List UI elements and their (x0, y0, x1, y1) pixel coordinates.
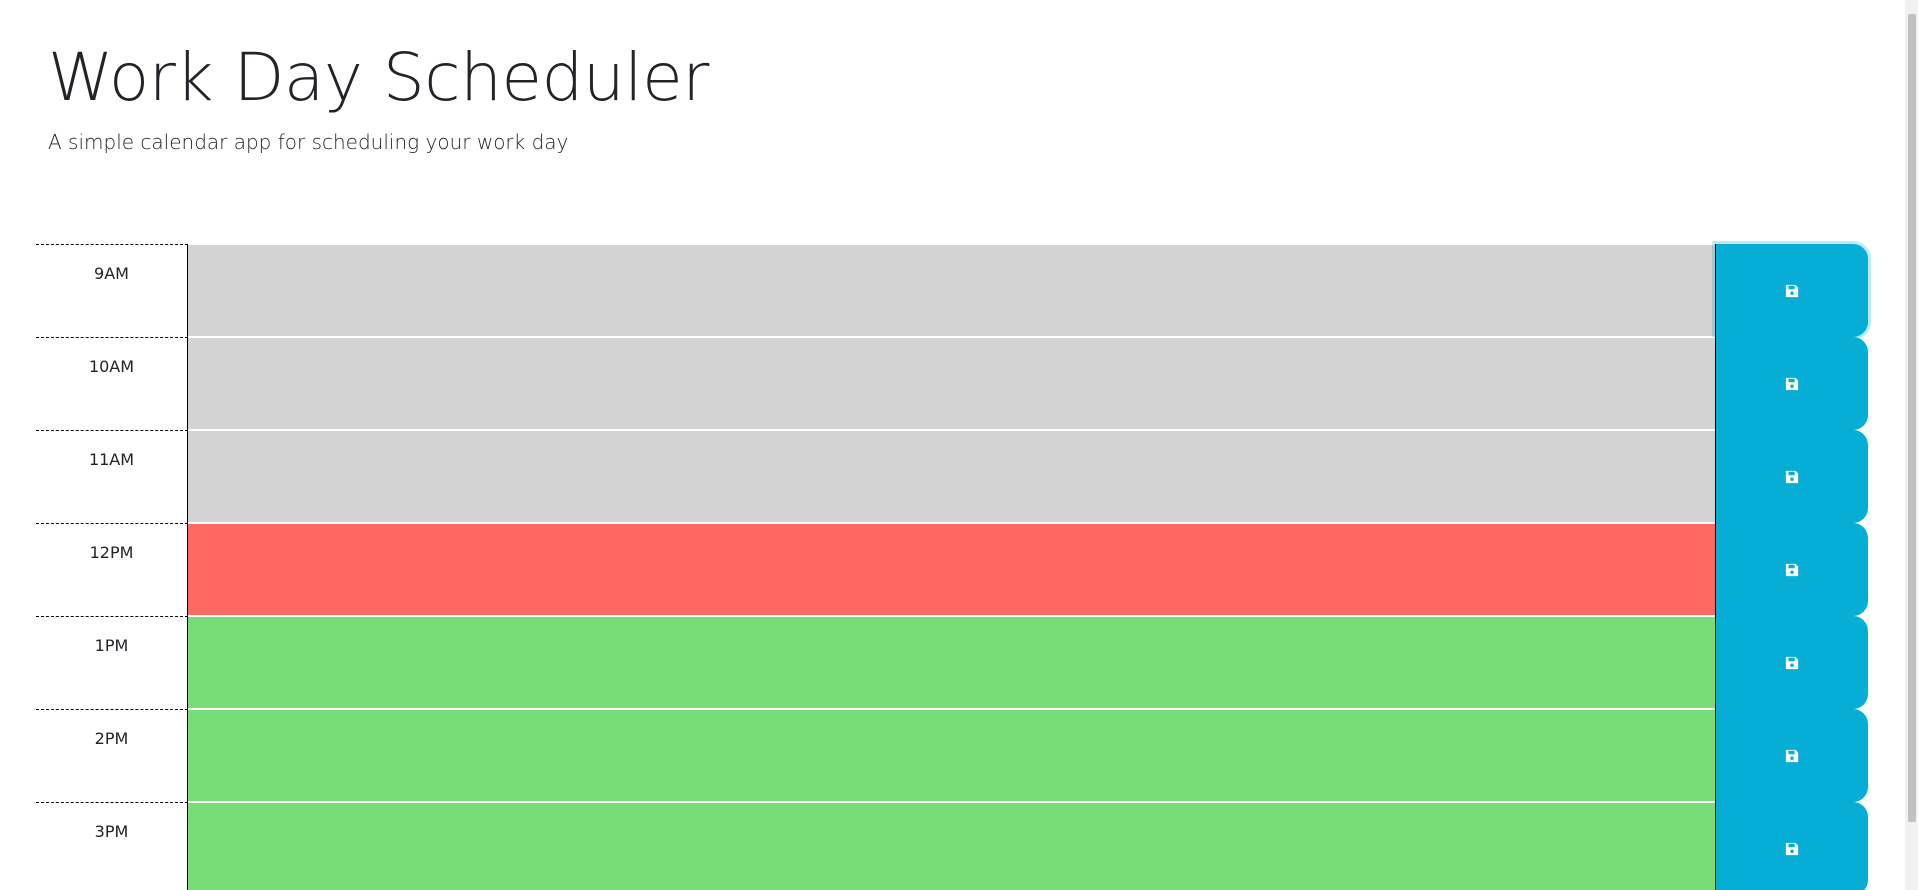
hour-label: 3PM (36, 802, 188, 890)
save-button[interactable] (1715, 523, 1868, 616)
floppy-disk-icon (1785, 563, 1799, 576)
save-button[interactable] (1715, 709, 1868, 802)
event-description-input[interactable] (188, 616, 1715, 709)
hour-label: 10AM (36, 337, 188, 430)
event-description-input[interactable] (188, 244, 1715, 337)
save-button[interactable] (1715, 802, 1868, 890)
floppy-disk-icon (1785, 842, 1799, 855)
time-block: 11AM (36, 430, 1868, 523)
floppy-disk-icon (1785, 377, 1799, 390)
event-description-input[interactable] (188, 709, 1715, 802)
save-button[interactable] (1715, 430, 1868, 523)
event-description-input[interactable] (188, 523, 1715, 616)
vertical-scrollbar[interactable] (1905, 0, 1918, 890)
floppy-disk-icon (1785, 470, 1799, 483)
scrollbar-thumb[interactable] (1908, 14, 1916, 822)
page-header: Work Day Scheduler A simple calendar app… (48, 34, 709, 154)
page-title: Work Day Scheduler (48, 39, 709, 116)
floppy-disk-icon (1785, 656, 1799, 669)
floppy-disk-icon (1785, 284, 1799, 297)
time-block: 12PM (36, 523, 1868, 616)
hour-label: 1PM (36, 616, 188, 709)
time-block: 1PM (36, 616, 1868, 709)
time-block: 10AM (36, 337, 1868, 430)
hour-label: 9AM (36, 244, 188, 337)
event-description-input[interactable] (188, 337, 1715, 430)
time-block: 2PM (36, 709, 1868, 802)
hour-label: 2PM (36, 709, 188, 802)
event-description-input[interactable] (188, 802, 1715, 890)
page-subtitle: A simple calendar app for scheduling you… (48, 130, 569, 154)
hour-label: 12PM (36, 523, 188, 616)
floppy-disk-icon (1785, 749, 1799, 762)
save-button[interactable] (1715, 616, 1868, 709)
save-button[interactable] (1715, 337, 1868, 430)
save-button[interactable] (1715, 244, 1868, 337)
event-description-input[interactable] (188, 430, 1715, 523)
hour-label: 11AM (36, 430, 188, 523)
time-block: 3PM (36, 802, 1868, 890)
time-block-list: 9AM 10AM 11AM (36, 244, 1868, 890)
time-block: 9AM (36, 244, 1868, 337)
